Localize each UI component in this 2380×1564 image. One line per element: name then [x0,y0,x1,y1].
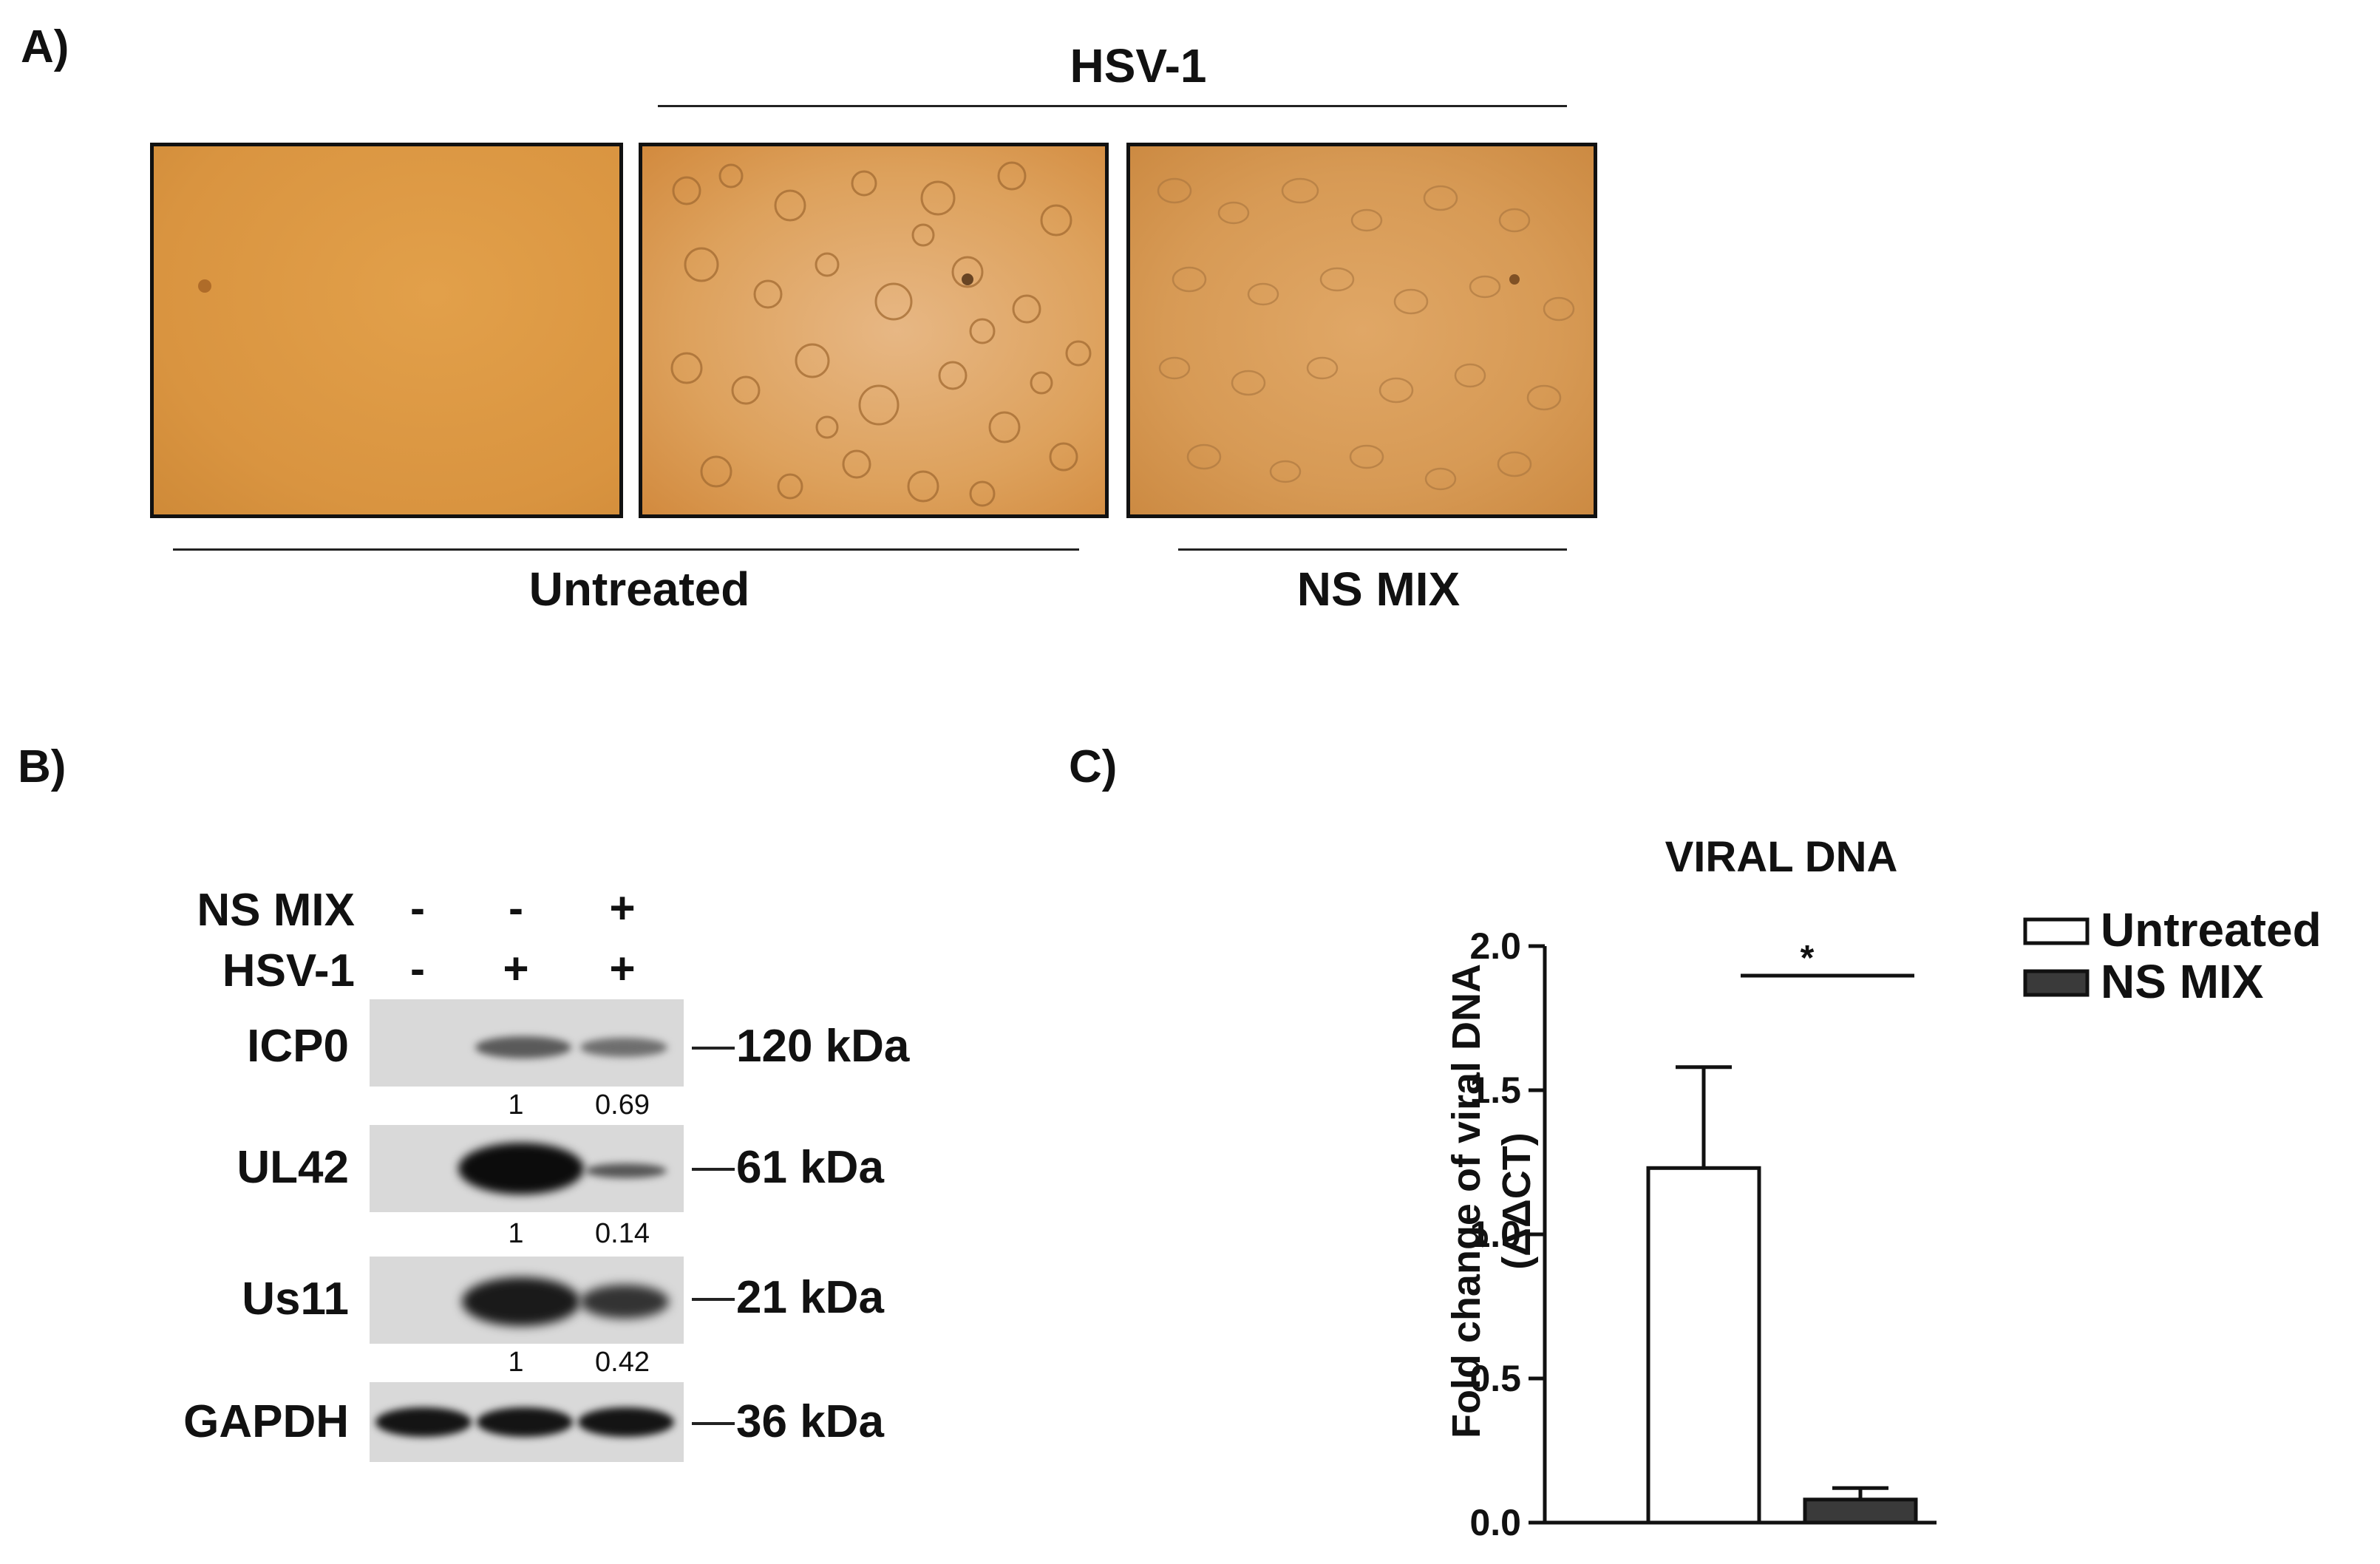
untreated-group-label: Untreated [528,562,750,616]
blot-label-gapdh: GAPDH [183,1396,349,1447]
mw-gapdh: 36 kDa [736,1396,884,1447]
micrograph-hsv1-untreated [639,143,1109,518]
blot-label-ul42: UL42 [237,1142,349,1193]
hsv1-group-label: HSV-1 [1070,39,1207,92]
panel-b-label: B) [18,741,67,792]
row-label-ns-mix: NS MIX [197,885,355,936]
significance-star: * [1801,939,1815,978]
y-tick-label: 2.0 [1469,925,1521,967]
y-tick-label: 1.0 [1469,1214,1521,1255]
blot-label-icp0: ICP0 [247,1021,349,1072]
lane1-hsv1: - [410,944,425,993]
blot-us11 [370,1257,684,1344]
micrograph-hsv1-untreated-cells [670,161,1092,507]
blot-gapdh [370,1382,684,1462]
quant-ul42-lane3: 0.14 [595,1218,650,1249]
mw-us11: 21 kDa [736,1272,884,1323]
lane2-hsv1: + [503,944,529,993]
bar-untreated [1646,1166,1761,1525]
lane2-ns-mix: - [509,883,523,933]
mw-icp0: 120 kDa [736,1021,910,1072]
blot-label-us11: Us11 [242,1274,349,1325]
row-label-hsv1: HSV-1 [222,945,355,996]
ns-mix-group-line [1178,548,1567,551]
micrograph-hsv1-ns-mix [1126,143,1597,518]
untreated-group-line [173,548,1079,551]
quant-icp0-lane2: 1 [508,1089,524,1121]
mw-ul42: 61 kDa [736,1142,884,1193]
micrograph-hsv1-ns-mix-cells [1157,177,1575,491]
lane3-hsv1: + [609,944,636,993]
panel-a-label: A) [21,21,69,72]
blot-ul42 [370,1125,684,1212]
blot-icp0 [370,999,684,1087]
y-tick-label: 0.5 [1469,1358,1521,1399]
quant-us11-lane2: 1 [508,1347,524,1378]
bar-ns-mix [1803,1497,1918,1525]
hsv1-group-line [658,105,1567,107]
y-tick-label: 0.0 [1469,1502,1521,1543]
legend-label-1: NS MIX [2101,955,2264,1008]
legend-swatch-1 [2023,969,2090,997]
quant-ul42-lane2: 1 [508,1218,524,1249]
quant-us11-lane3: 0.42 [595,1347,650,1378]
panel-c-label: C) [1069,741,1118,792]
lane1-ns-mix: - [410,883,425,933]
lane3-ns-mix: + [609,883,636,933]
legend-swatch-0 [2023,917,2090,945]
quant-icp0-lane3: 0.69 [595,1089,650,1121]
y-tick-label: 1.5 [1469,1070,1521,1111]
micrograph-untreated-mock [150,143,623,518]
ns-mix-group-label: NS MIX [1296,562,1461,616]
chart-title: VIRAL DNA [1665,833,1898,881]
legend-label-0: Untreated [2101,903,2322,956]
